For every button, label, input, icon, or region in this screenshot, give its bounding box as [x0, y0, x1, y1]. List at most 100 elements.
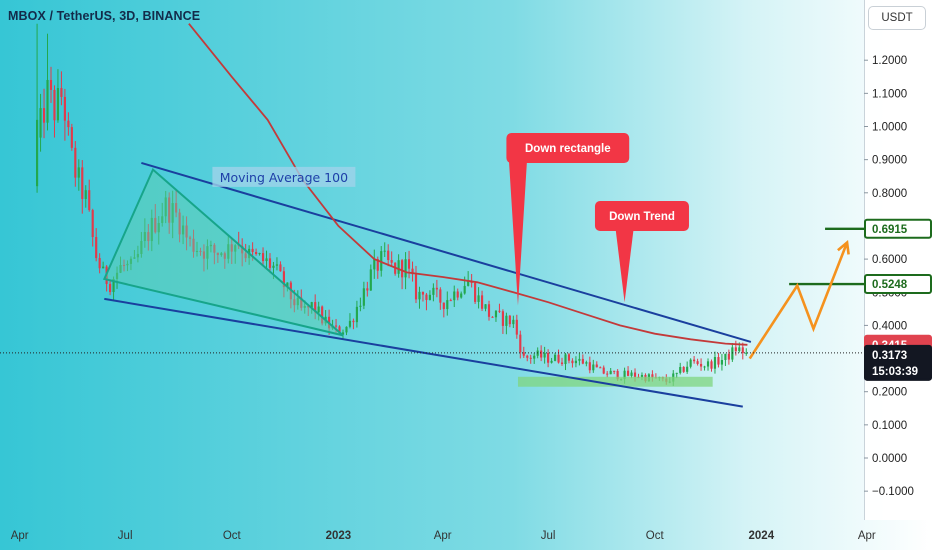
candle-body [696, 361, 699, 364]
candle-body [435, 287, 438, 290]
candle-body [428, 294, 431, 300]
candle-body [258, 253, 261, 255]
candle-body [129, 258, 133, 264]
candle-body [199, 250, 202, 252]
candle-body [42, 108, 46, 123]
moving-average-line[interactable] [188, 23, 748, 346]
candle-body [115, 272, 119, 279]
currency-selector[interactable]: USDT [868, 6, 926, 30]
candle-body [88, 190, 91, 211]
ma-label[interactable]: Moving Average 100 [212, 166, 356, 187]
candle-body [727, 353, 730, 360]
candle-body [501, 311, 504, 326]
candle-body [355, 306, 358, 323]
target-price-tag-2[interactable]: 0.6915 [864, 218, 932, 239]
target-price-tag-1-text: 0.5248 [872, 279, 908, 291]
candle-body [95, 237, 98, 259]
candle-body [275, 264, 279, 266]
candle-body [345, 326, 348, 333]
price-axis[interactable] [864, 0, 932, 520]
candle-body [164, 197, 167, 217]
candle-body [609, 370, 612, 375]
y-tick-label: 1.0000 [872, 122, 907, 134]
candle-body [463, 285, 466, 294]
current-price-tag[interactable]: 0.3173 15:03:39 [864, 344, 932, 381]
y-tick-label: −0.1000 [872, 486, 914, 498]
trendline-upper[interactable] [141, 162, 752, 343]
callout-box [594, 201, 689, 232]
target-price-tag-1[interactable]: 0.5248 [864, 274, 932, 295]
callout-box [506, 133, 630, 164]
y-tick-label: 0.8000 [872, 188, 907, 200]
candle-body [689, 359, 692, 367]
candle-body [251, 248, 254, 252]
candle-body [282, 271, 285, 288]
candle-body [571, 360, 574, 364]
candle-body [352, 320, 355, 323]
y-tick-label: 1.1000 [872, 88, 907, 100]
candle-body [640, 374, 644, 378]
candle-body [241, 246, 244, 254]
candle-body [195, 250, 199, 252]
callout-label: Down Trend [609, 211, 675, 223]
candle-body [613, 370, 616, 372]
candle-body [234, 245, 237, 252]
candle-body [261, 253, 265, 262]
candle-body [147, 232, 150, 242]
candle-body [213, 244, 216, 253]
candle-body [227, 244, 230, 259]
candle-body [122, 264, 126, 266]
candle-body [679, 367, 682, 373]
callout-pointer [508, 161, 527, 306]
candle-body [373, 259, 376, 270]
candle-body [731, 347, 734, 360]
target-price-tag-2-box [864, 218, 932, 239]
ma-label-text: Moving Average 100 [220, 170, 348, 185]
candle-body [453, 291, 456, 301]
candle-body [202, 251, 206, 259]
candle-body [720, 360, 724, 365]
candle-body [550, 360, 553, 363]
candle-body [397, 260, 400, 274]
candle-body [717, 357, 720, 365]
ma-label-box [212, 166, 356, 187]
candle-body [56, 88, 60, 121]
projection-path[interactable] [748, 242, 849, 360]
candle-body [369, 269, 372, 291]
candle-body [109, 283, 112, 293]
candle-body [585, 362, 588, 364]
x-tick-label: 2024 [749, 530, 775, 542]
accumulation-zone[interactable] [517, 376, 713, 387]
candle-body [505, 315, 508, 326]
candle-body [449, 300, 452, 302]
x-tick-label: Oct [646, 530, 665, 542]
candle-body [564, 354, 567, 365]
triangle-pattern[interactable] [102, 167, 344, 337]
candle-body [460, 293, 463, 298]
candle-body [268, 258, 272, 268]
candle-body [390, 260, 393, 263]
callout-1[interactable]: Down rectangle [506, 133, 630, 306]
candle-body [161, 216, 164, 223]
candle-body [682, 367, 685, 372]
candle-body [630, 372, 633, 376]
callout-2[interactable]: Down Trend [594, 201, 689, 303]
candle-body [300, 297, 303, 308]
candle-body [387, 250, 390, 261]
candle-body [338, 326, 341, 335]
candle-body [651, 374, 654, 378]
candle-body [484, 304, 487, 309]
candle-body [91, 210, 94, 238]
x-tick-label: Oct [223, 530, 242, 542]
candle-body [380, 251, 383, 271]
projection-arrowhead [837, 239, 850, 255]
candle-body [442, 302, 445, 310]
countdown-text: 15:03:39 [872, 366, 918, 378]
candle-body [293, 299, 296, 306]
candle-body [578, 358, 581, 361]
candle-body [102, 266, 105, 269]
candle-body [175, 203, 178, 213]
candle-body [421, 291, 425, 295]
